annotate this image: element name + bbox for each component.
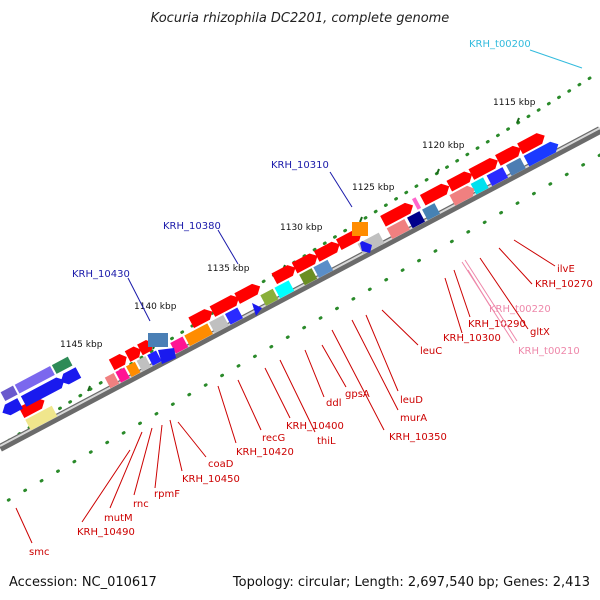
scale-label-1140: 1140 kbp: [134, 302, 177, 312]
gene-label-ddl: ddl: [326, 398, 341, 409]
gene-label-rpmF: rpmF: [154, 489, 180, 500]
gene-label-leuC: leuC: [420, 346, 442, 357]
gene-arrow: [419, 183, 450, 206]
gene-box: [386, 219, 411, 239]
gene-label-gltX: gltX: [530, 327, 550, 338]
bottom-labels: ilvE KRH_10270 KRH_t00220 gltX KRH_10290…: [15, 239, 593, 558]
gene-box: [184, 323, 213, 347]
gene-arrow: [313, 241, 340, 262]
gene-box: [170, 336, 189, 354]
gene-box: [209, 314, 229, 334]
gene-arrow: [209, 295, 239, 317]
gene-label-KRH_t00210: KRH_t00210: [518, 346, 580, 357]
gene-arrow: [380, 202, 414, 227]
gene-label-KRH_10380: KRH_10380: [163, 221, 221, 232]
gene-box: [407, 211, 426, 229]
gene-arrow: [18, 398, 45, 418]
gene-label-KRH_t00200: KRH_t00200: [469, 39, 531, 50]
gene-arrow: [124, 346, 141, 362]
gene-label-KRH_t00220: KRH_t00220: [489, 304, 551, 315]
gene-arrow: [517, 133, 545, 155]
gene-label-KRH_10430: KRH_10430: [72, 269, 130, 280]
gene-label-KRH_10350: KRH_10350: [389, 432, 447, 443]
gene-label-rnc: rnc: [133, 499, 149, 510]
gene-arrow: [523, 141, 559, 167]
gene-box: [104, 372, 120, 389]
trna-mark: [411, 197, 422, 210]
gene-box: [422, 203, 441, 221]
scale-label-1130: 1130 kbp: [280, 223, 323, 233]
gene-arrow: [495, 145, 521, 166]
gene-box: [25, 405, 58, 431]
gene-label-KRH_10490: KRH_10490: [77, 527, 135, 538]
gene-box: [274, 280, 295, 299]
gene-label-thiL: thiL: [317, 436, 336, 447]
gene-label-gpsA: gpsA: [345, 389, 370, 400]
gene-label-recG: recG: [262, 433, 285, 444]
gene-box: [506, 157, 526, 176]
gene-label-KRH_10300: KRH_10300: [443, 333, 501, 344]
gene-arrow: [446, 171, 473, 192]
genome-summary-text: Topology: circular; Length: 2,697,540 bp…: [232, 575, 590, 590]
gene-box: [313, 259, 334, 278]
gene-arrow: [291, 253, 318, 274]
gene-arrow: [108, 354, 127, 371]
gene-box: [136, 356, 152, 372]
scale-label-1145: 1145 kbp: [60, 340, 103, 350]
left-cluster: [0, 356, 82, 416]
gene-label-ilvE: ilvE: [557, 264, 575, 275]
gene-label-KRH_10270: KRH_10270: [535, 279, 593, 290]
gene-label-leuD: leuD: [400, 395, 423, 406]
gene-label-KRH_10290: KRH_10290: [468, 319, 526, 330]
upper-strand-features: [18, 133, 559, 431]
gene-arrow: [449, 185, 475, 206]
scale-label-1120: 1120 kbp: [422, 141, 465, 151]
gene-box: [486, 167, 509, 187]
scale-label-1135: 1135 kbp: [207, 264, 250, 274]
gene-label-murA: murA: [400, 413, 427, 424]
gene-label-KRH_10450: KRH_10450: [182, 474, 240, 485]
gene-arrow: [188, 309, 213, 329]
gene-arrow: [234, 283, 261, 304]
upper-isolated-features: [148, 222, 372, 364]
gene-box: [260, 288, 279, 306]
gene-label-KRH_10420: KRH_10420: [236, 447, 294, 458]
gene-label-coaD: coaD: [208, 459, 234, 470]
gene-arrow: [271, 265, 296, 285]
gene-box: [470, 177, 489, 195]
gene-box: [224, 307, 243, 325]
gene-box: [299, 268, 318, 286]
map-title: Kocuria rhizophila DC2201, complete geno…: [151, 11, 450, 26]
gene-box: [115, 367, 130, 383]
gene-label-KRH_10310: KRH_10310: [271, 160, 329, 171]
top-labels: KRH_t00200 KRH_10310 KRH_10380 KRH_10430: [72, 39, 583, 322]
gene-box: [147, 350, 162, 366]
gene-arrow: [468, 157, 498, 180]
lower-scale-arc: [0, 153, 600, 507]
accession-text: Accession: NC_010617: [9, 575, 157, 590]
gene-label-smc: smc: [29, 547, 49, 558]
gene-label-KRH_10400: KRH_10400: [286, 421, 344, 432]
scale-label-1125: 1125 kbp: [352, 183, 395, 193]
gene-label-mutM: mutM: [104, 513, 133, 524]
scale-label-1115: 1115 kbp: [493, 98, 536, 108]
gene-box: [126, 361, 141, 378]
